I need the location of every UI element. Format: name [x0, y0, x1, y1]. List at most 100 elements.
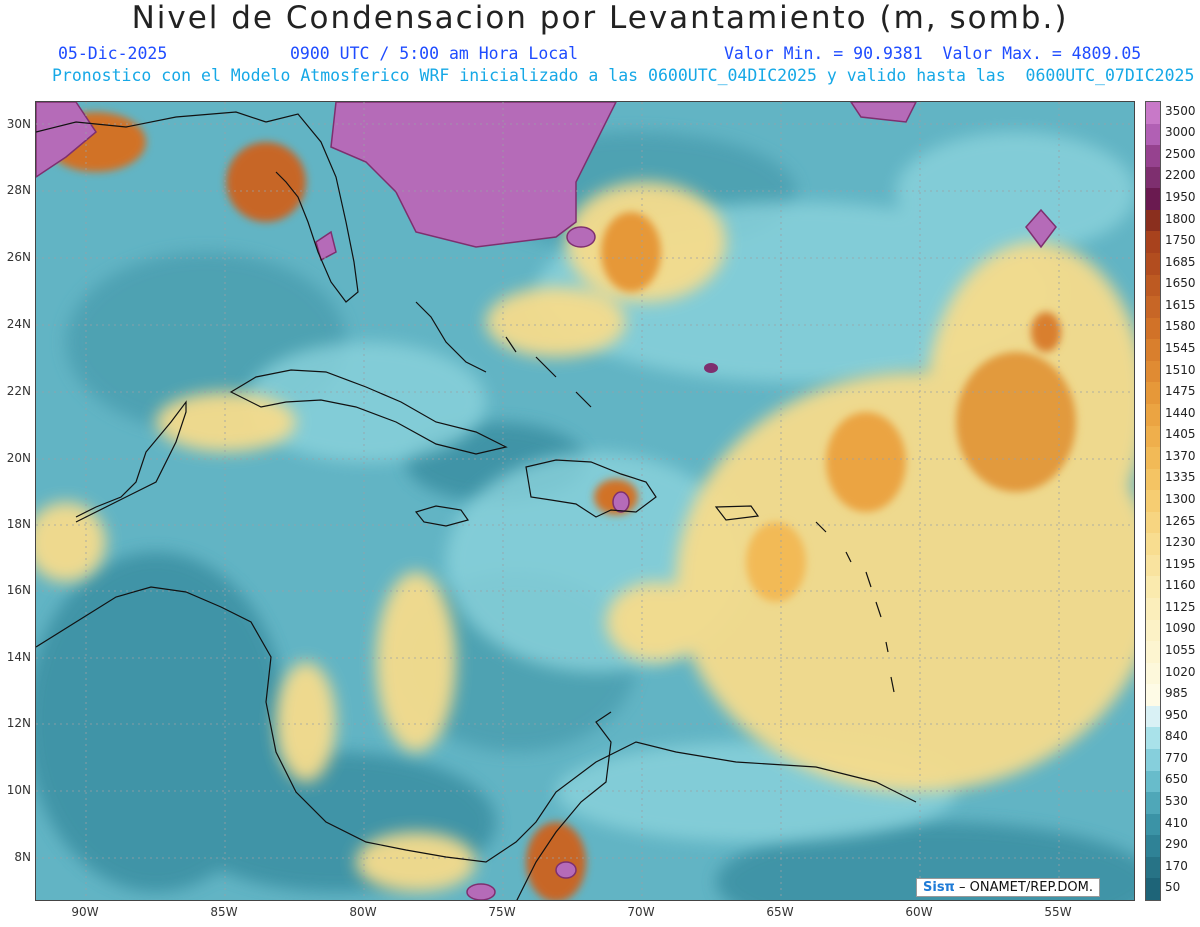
colorbar-swatch — [1146, 447, 1160, 470]
colorbar-swatch — [1146, 792, 1160, 815]
colorbar-label: 950 — [1165, 707, 1188, 722]
colorbar-swatch — [1146, 835, 1160, 858]
colorbar-swatch — [1146, 554, 1160, 577]
colorbar-swatch — [1146, 468, 1160, 491]
colorbar-label: 1230 — [1165, 535, 1196, 550]
puerto-rico — [714, 505, 760, 521]
map-canvas — [36, 102, 1134, 900]
lesser-antilles — [815, 521, 895, 693]
colorbar-label: 1370 — [1165, 448, 1196, 463]
colorbar-label: 170 — [1165, 858, 1188, 873]
cuba — [229, 369, 508, 455]
colorbar-label: 1800 — [1165, 211, 1196, 226]
colorbar-swatch — [1146, 511, 1160, 534]
colorbar-label: 1405 — [1165, 427, 1196, 442]
colorbar-label: 3000 — [1165, 125, 1196, 140]
colorbar-swatch — [1146, 727, 1160, 750]
colorbar-swatch — [1146, 576, 1160, 599]
colorbar-label: 1335 — [1165, 470, 1196, 485]
colorbar-swatch — [1146, 878, 1160, 901]
colorbar-label: 650 — [1165, 772, 1188, 787]
credit-brand: Sisπ — [923, 880, 955, 895]
colorbar-label: 1300 — [1165, 492, 1196, 506]
lat-label: 14N — [6, 650, 31, 664]
colorbar-swatch — [1146, 403, 1160, 426]
high-lcl-blob-hispaniola — [612, 491, 630, 513]
colorbar-swatch — [1146, 813, 1160, 836]
colorbar-swatch — [1146, 252, 1160, 276]
colorbar-label: 1580 — [1165, 319, 1196, 334]
lon-label: 55W — [1044, 905, 1072, 919]
lat-label: 12N — [6, 716, 31, 730]
colorbar-swatch — [1146, 684, 1160, 707]
model-description: Pronostico con el Modelo Atmosferico WRF… — [52, 66, 1195, 85]
lat-label: 28N — [6, 183, 31, 197]
colorbar-label: 1055 — [1165, 642, 1196, 657]
colorbar — [1145, 101, 1161, 901]
high-lcl-region-nw — [36, 102, 97, 178]
colorbar-label: 530 — [1165, 793, 1188, 808]
colorbar-swatch — [1146, 102, 1160, 125]
colorbar-label: 50 — [1165, 880, 1181, 895]
lat-label: 16N — [6, 583, 31, 597]
map-title: Nivel de Condensacion por Levantamiento … — [131, 0, 1069, 36]
colorbar-swatch — [1146, 619, 1160, 642]
forecast-time: 0900 UTC / 5:00 am Hora Local — [290, 44, 579, 63]
colorbar-label: 1750 — [1165, 233, 1196, 248]
high-lcl-region — [330, 102, 617, 248]
high-lcl-region-ne — [850, 102, 917, 123]
colorbar-swatch — [1146, 274, 1160, 297]
colorbar-swatch — [1146, 705, 1160, 728]
high-lcl-blob-bahamas — [566, 226, 596, 248]
colorbar-swatch — [1146, 231, 1160, 254]
bahamas — [415, 301, 592, 408]
lat-label: 8N — [14, 850, 31, 864]
lon-label: 60W — [905, 905, 933, 919]
colorbar-swatch — [1146, 339, 1160, 362]
lat-label: 24N — [6, 317, 31, 331]
colorbar-label: 1195 — [1165, 556, 1196, 571]
lon-label: 70W — [627, 905, 655, 919]
colorbar-swatch — [1146, 209, 1160, 232]
florida-coast — [265, 113, 359, 303]
high-lcl-blob-colombia — [555, 861, 577, 879]
colorbar-swatch — [1146, 662, 1160, 685]
gulf-coast — [36, 111, 267, 133]
colorbar-swatch — [1146, 360, 1160, 383]
colorbar-label: 1650 — [1165, 276, 1196, 291]
min-max-values: Valor Min. = 90.9381 Valor Max. = 4809.0… — [724, 44, 1142, 63]
lat-label: 20N — [6, 451, 31, 465]
colorbar-label: 1090 — [1165, 621, 1196, 636]
colorbar-label: 1950 — [1165, 190, 1196, 205]
jamaica — [414, 505, 469, 527]
colorbar-swatch — [1146, 533, 1160, 556]
colorbar-swatch — [1146, 382, 1160, 405]
colorbar-label: 1545 — [1165, 341, 1196, 356]
colorbar-label: 410 — [1165, 815, 1188, 830]
south-america-coast — [516, 711, 612, 900]
colorbar-swatch — [1146, 598, 1160, 621]
colorbar-swatch — [1146, 145, 1160, 168]
high-lcl-blob-south — [466, 883, 496, 900]
colorbar-label: 1510 — [1165, 362, 1196, 377]
colorbar-swatch — [1146, 490, 1160, 513]
colorbar-swatch — [1146, 856, 1160, 879]
field-mid — [246, 132, 1134, 842]
colorbar-label: 1615 — [1165, 297, 1196, 312]
colorbar-label: 1265 — [1165, 513, 1196, 528]
lat-label: 30N — [6, 117, 31, 131]
colorbar-label: 2200 — [1165, 168, 1196, 183]
colorbar-swatch — [1146, 770, 1160, 793]
high-lcl-blob-east — [1025, 208, 1057, 249]
high-lcl-blob-atlantic — [704, 363, 718, 373]
forecast-date: 05-Dic-2025 — [58, 44, 168, 63]
lon-label: 85W — [210, 905, 238, 919]
colorbar-label: 985 — [1165, 686, 1188, 701]
central-america — [36, 586, 917, 863]
graticule — [36, 102, 1134, 900]
colorbar-swatch — [1146, 641, 1160, 664]
colorbar-swatch — [1146, 188, 1160, 211]
colorbar-label: 840 — [1165, 729, 1188, 744]
lat-label: 10N — [6, 783, 31, 797]
coastlines — [36, 111, 917, 900]
